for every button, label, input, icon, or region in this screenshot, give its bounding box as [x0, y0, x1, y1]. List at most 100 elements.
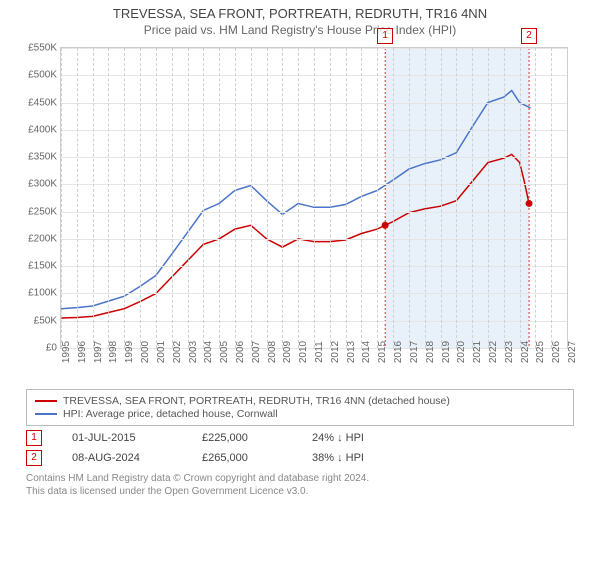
x-gridline — [188, 48, 189, 348]
legend: TREVESSA, SEA FRONT, PORTREATH, REDRUTH,… — [26, 389, 574, 426]
x-axis-label: 2003 — [188, 341, 199, 363]
chart-subtitle: Price paid vs. HM Land Registry's House … — [0, 23, 600, 37]
x-gridline — [298, 48, 299, 348]
x-axis-label: 2020 — [456, 341, 467, 363]
y-axis-label: £500K — [28, 70, 57, 81]
legend-swatch — [35, 413, 57, 415]
sales-list: 1 01-JUL-2015 £225,000 24% ↓ HPI 2 08-AUG-202… — [0, 430, 600, 466]
x-axis-label: 2021 — [472, 341, 483, 363]
legend-label: HPI: Average price, detached house, Corn… — [63, 408, 278, 420]
x-axis-label: 1996 — [77, 341, 88, 363]
sale-vs-hpi: 24% ↓ HPI — [312, 432, 364, 444]
x-axis-label: 2025 — [535, 341, 546, 363]
x-axis-label: 2004 — [203, 341, 214, 363]
x-axis-label: 2009 — [282, 341, 293, 363]
x-gridline — [393, 48, 394, 348]
sale-row-marker: 1 — [26, 430, 42, 446]
x-axis-label: 2022 — [488, 341, 499, 363]
y-axis-label: £550K — [28, 43, 57, 54]
chart-title: TREVESSA, SEA FRONT, PORTREATH, REDRUTH,… — [0, 6, 600, 21]
x-gridline — [108, 48, 109, 348]
y-axis-label: £200K — [28, 233, 57, 244]
x-gridline — [61, 48, 62, 348]
x-gridline — [551, 48, 552, 348]
sale-row: 1 01-JUL-2015 £225,000 24% ↓ HPI — [26, 430, 574, 446]
x-axis-label: 2026 — [551, 341, 562, 363]
x-axis-label: 2005 — [219, 341, 230, 363]
x-axis-label: 2001 — [156, 341, 167, 363]
x-gridline — [282, 48, 283, 348]
y-axis-label: £400K — [28, 124, 57, 135]
x-axis-label: 2000 — [140, 341, 151, 363]
x-axis-label: 1997 — [93, 341, 104, 363]
footer-attribution: Contains HM Land Registry data © Crown c… — [26, 472, 574, 498]
x-axis-label: 2014 — [361, 341, 372, 363]
y-axis-label: £50K — [34, 315, 57, 326]
x-axis-label: 2007 — [251, 341, 262, 363]
x-gridline — [156, 48, 157, 348]
x-gridline — [172, 48, 173, 348]
x-gridline — [472, 48, 473, 348]
x-gridline — [203, 48, 204, 348]
x-gridline — [251, 48, 252, 348]
x-axis-label: 2002 — [172, 341, 183, 363]
x-axis-label: 2006 — [235, 341, 246, 363]
plot-area: £0£50K£100K£150K£200K£250K£300K£350K£400… — [60, 47, 568, 349]
x-gridline — [361, 48, 362, 348]
x-gridline — [330, 48, 331, 348]
sale-price: £265,000 — [202, 452, 282, 464]
x-axis-label: 1995 — [61, 341, 72, 363]
x-gridline — [535, 48, 536, 348]
sale-row-marker: 2 — [26, 450, 42, 466]
x-axis-label: 1999 — [124, 341, 135, 363]
sale-date: 08-AUG-2024 — [72, 452, 172, 464]
y-axis-label: £300K — [28, 179, 57, 190]
x-axis-label: 2027 — [567, 341, 578, 363]
x-gridline — [124, 48, 125, 348]
x-axis-label: 2024 — [520, 341, 531, 363]
sale-marker: 2 — [521, 28, 537, 44]
x-gridline — [314, 48, 315, 348]
x-gridline — [520, 48, 521, 348]
legend-label: TREVESSA, SEA FRONT, PORTREATH, REDRUTH,… — [63, 395, 450, 407]
x-gridline — [77, 48, 78, 348]
x-axis-label: 1998 — [108, 341, 119, 363]
footer-line-2: This data is licensed under the Open Gov… — [26, 485, 574, 498]
x-gridline — [441, 48, 442, 348]
chart-container: £0 £50K £100K £150K £200K £250K £300K £350K £400… — [26, 43, 582, 383]
y-axis-label: £150K — [28, 261, 57, 272]
x-gridline — [235, 48, 236, 348]
y-axis-label: £250K — [28, 206, 57, 217]
sale-date: 01-JUL-2015 — [72, 432, 172, 444]
x-gridline — [567, 48, 568, 348]
sale-vs-hpi: 38% ↓ HPI — [312, 452, 364, 464]
y-axis-label: £450K — [28, 97, 57, 108]
sale-row: 2 08-AUG-2024 £265,000 38% ↓ HPI — [26, 450, 574, 466]
y-axis-label: £350K — [28, 152, 57, 163]
x-axis-label: 2015 — [377, 341, 388, 363]
y-axis-label: £100K — [28, 288, 57, 299]
sale-price: £225,000 — [202, 432, 282, 444]
sale-marker: 1 — [377, 28, 393, 44]
x-gridline — [377, 48, 378, 348]
x-axis-label: 2019 — [441, 341, 452, 363]
x-axis-label: 2016 — [393, 341, 404, 363]
x-gridline — [409, 48, 410, 348]
x-axis-label: 2012 — [330, 341, 341, 363]
x-gridline — [140, 48, 141, 348]
legend-row: HPI: Average price, detached house, Corn… — [35, 408, 565, 420]
x-gridline — [425, 48, 426, 348]
x-gridline — [488, 48, 489, 348]
x-axis-label: 2011 — [314, 341, 325, 363]
x-gridline — [346, 48, 347, 348]
x-axis-label: 2010 — [298, 341, 309, 363]
x-axis-label: 2008 — [267, 341, 278, 363]
x-gridline — [456, 48, 457, 348]
x-axis-label: 2023 — [504, 341, 515, 363]
y-axis-label: £0 — [46, 343, 57, 354]
x-gridline — [267, 48, 268, 348]
footer-line-1: Contains HM Land Registry data © Crown c… — [26, 472, 574, 485]
x-gridline — [504, 48, 505, 348]
x-axis-label: 2013 — [346, 341, 357, 363]
x-gridline — [219, 48, 220, 348]
